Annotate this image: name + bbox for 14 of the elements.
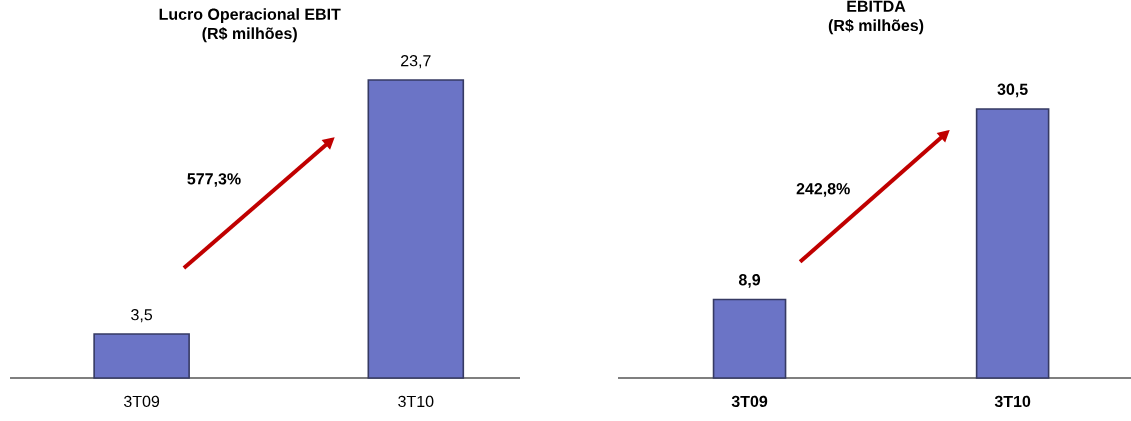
chart-title: Lucro Operacional EBIT [159, 8, 341, 24]
x-tick-label: 3T10 [398, 395, 434, 408]
data-label: 8,9 [738, 274, 761, 288]
data-label: 23,7 [401, 55, 431, 69]
chart-subtitle: (R$ milhões) [828, 19, 924, 35]
x-tick-label: 3T09 [123, 395, 160, 408]
chart-title: EBITDA [847, 0, 906, 12]
x-tick-label: 3T10 [994, 395, 1031, 408]
x-tick-label: 3T09 [731, 395, 768, 408]
chart-subtitle: (R$ milhões) [202, 27, 297, 43]
annotation: 577,3% [187, 173, 241, 187]
annotation: 242,8% [796, 183, 850, 197]
data-label: 3,5 [131, 309, 153, 323]
data-label: 30,5 [997, 83, 1028, 98]
